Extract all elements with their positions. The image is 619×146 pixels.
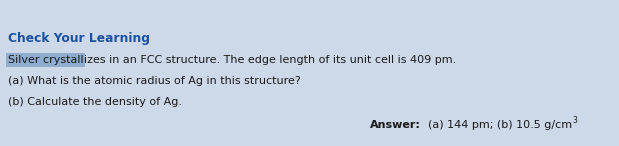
Text: Answer:: Answer: <box>370 120 421 130</box>
Text: (a) What is the atomic radius of Ag in this structure?: (a) What is the atomic radius of Ag in t… <box>8 76 301 86</box>
Text: (b) Calculate the density of Ag.: (b) Calculate the density of Ag. <box>8 97 182 107</box>
Text: Silver crystall: Silver crystall <box>8 55 84 65</box>
Text: izes in an FCC structure. The edge length of its unit cell is 409 pm.: izes in an FCC structure. The edge lengt… <box>84 55 456 65</box>
Text: Check Your Learning: Check Your Learning <box>8 32 150 45</box>
Text: 3: 3 <box>572 116 577 125</box>
Text: (a) 144 pm; (b) 10.5 g/cm: (a) 144 pm; (b) 10.5 g/cm <box>421 120 572 130</box>
